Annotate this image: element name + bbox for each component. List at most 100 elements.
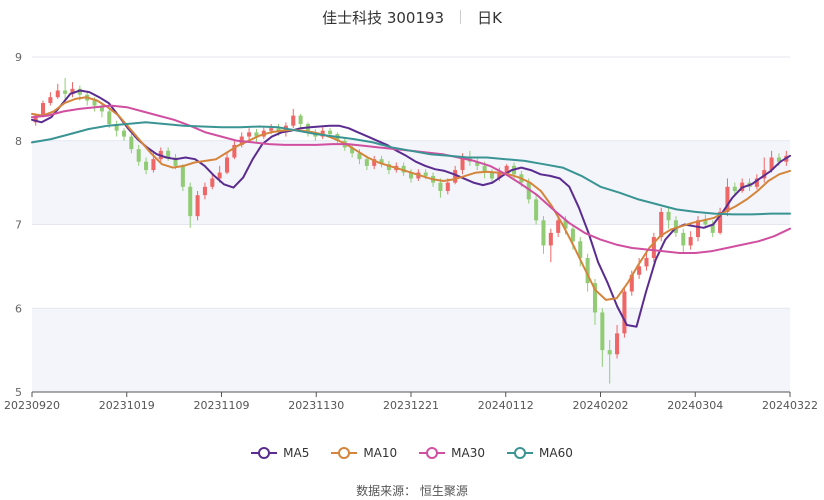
ma-line-ma60 (31, 121, 791, 216)
candle-body (401, 165, 406, 173)
candle-body (63, 90, 68, 94)
candle-body (350, 147, 355, 154)
candle-body (504, 165, 509, 173)
candle-body (563, 220, 568, 229)
candle-body (541, 220, 546, 246)
candle-body (372, 159, 377, 166)
data-source: 数据来源： 恒生聚源 (0, 482, 824, 499)
candle-body (136, 149, 141, 162)
candle-body (453, 170, 458, 183)
candle-body (629, 274, 634, 292)
candle-body (570, 228, 575, 242)
candle-body (114, 124, 119, 131)
legend-item-ma30[interactable]: MA30 (419, 444, 485, 462)
source-label: 数据来源： (356, 484, 417, 498)
moving-average-lines (31, 89, 791, 328)
ma-line-ma10 (31, 96, 791, 301)
x-tick-label: 20240112 (478, 399, 534, 412)
candle-body (600, 312, 605, 351)
candle-body (232, 144, 237, 158)
candle-body (202, 186, 207, 196)
candle-body (70, 88, 75, 94)
x-tick-label: 20240304 (667, 399, 723, 412)
x-tick-label: 20231019 (99, 399, 155, 412)
candle-body (386, 164, 391, 171)
candle-body (681, 232, 686, 246)
legend-item-ma60[interactable]: MA60 (507, 444, 573, 462)
candle-body (48, 97, 53, 104)
legend-label: MA60 (539, 446, 573, 460)
candle-body (357, 153, 362, 160)
candle-body (33, 115, 38, 123)
candle-body (107, 111, 112, 124)
candle-body (460, 157, 465, 171)
candle-body (769, 157, 774, 171)
legend-marker (251, 447, 278, 459)
legend-marker (507, 447, 534, 459)
candle-body (644, 258, 649, 267)
candle-body (651, 237, 656, 258)
legend-label: MA5 (283, 446, 310, 460)
candle-body (423, 172, 428, 176)
candle-body (247, 132, 252, 137)
period-label[interactable]: 日K (477, 8, 502, 27)
candle-body (489, 172, 494, 179)
candle-body (195, 195, 200, 217)
candle-body (776, 157, 781, 162)
candle-body (188, 186, 193, 217)
stock-name: 佳士科技 300193 (322, 8, 445, 27)
candle-body (703, 220, 708, 225)
candle-body (475, 161, 480, 166)
candle-body (754, 178, 759, 187)
candle-body (445, 182, 450, 191)
candle-body (129, 136, 134, 150)
candle-body (710, 224, 715, 233)
candle-body (224, 157, 230, 173)
candle-body (379, 159, 384, 165)
x-tick-label: 20231221 (383, 399, 439, 412)
grid-band (32, 308, 790, 392)
candle-body (622, 291, 627, 334)
candle-body (328, 130, 333, 135)
candle-body (666, 211, 671, 221)
candle-body (578, 241, 583, 258)
ma-line-ma5 (31, 89, 791, 328)
candle-body (298, 115, 303, 124)
x-tick-label: 20231130 (288, 399, 344, 412)
candle-body (673, 220, 678, 233)
candle-body (55, 90, 60, 98)
candle-body (438, 182, 443, 191)
candle-body (637, 266, 642, 275)
chart-title: 佳士科技 300193 日K (0, 6, 824, 28)
x-tick-label: 20240202 (573, 399, 629, 412)
legend-item-ma10[interactable]: MA10 (331, 444, 397, 462)
legend-marker (331, 447, 358, 459)
x-tick-label: 20240322 (762, 399, 818, 412)
candle-body (497, 172, 502, 179)
candles (33, 77, 789, 384)
candle-body (725, 186, 730, 212)
legend: MA5 MA10 MA30 MA60 (0, 444, 824, 462)
candle-body (688, 237, 693, 246)
candle-body (166, 150, 171, 158)
candle-body (77, 88, 82, 95)
candle-body (151, 159, 156, 171)
candle-body (180, 165, 185, 187)
candle-body (762, 170, 767, 179)
candle-body (254, 132, 259, 137)
candle-body (92, 100, 97, 106)
legend-item-ma5[interactable]: MA5 (251, 444, 309, 462)
candle-body (173, 157, 178, 166)
y-tick-label: 5 (15, 386, 22, 399)
candle-body (659, 211, 664, 238)
x-tick-label: 20230920 (4, 399, 60, 412)
y-tick-label: 7 (15, 219, 22, 232)
legend-label: MA10 (363, 446, 398, 460)
candle-body (607, 350, 612, 355)
x-axis: 20230920 20231019 20231109 20231130 20231221… (4, 391, 818, 412)
source-value: 恒生聚源 (419, 484, 468, 498)
candle-body (615, 333, 620, 355)
candle-body (291, 115, 296, 126)
title-divider (460, 10, 462, 24)
